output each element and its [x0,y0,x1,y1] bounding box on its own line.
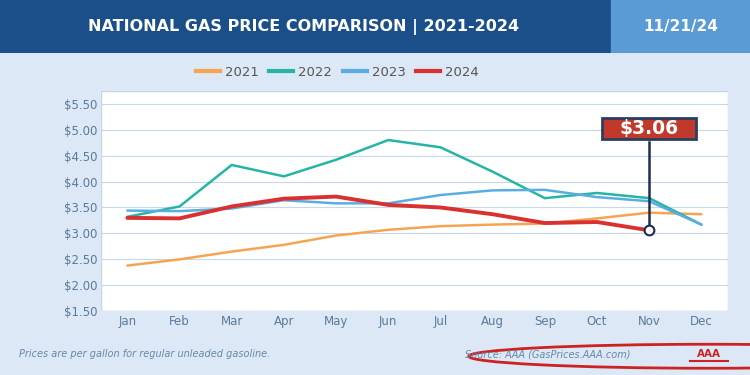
Text: NATIONAL GAS PRICE COMPARISON | 2021-2024: NATIONAL GAS PRICE COMPARISON | 2021-202… [88,19,519,34]
Text: Prices are per gallon for regular unleaded gasoline.: Prices are per gallon for regular unlead… [19,350,270,359]
Bar [0,0,611,53]
FancyBboxPatch shape [602,118,696,139]
Legend: 2021, 2022, 2023, 2024: 2021, 2022, 2023, 2024 [190,60,484,84]
Text: $3.06: $3.06 [620,119,679,138]
Text: Source: AAA (GasPrices.AAA.com): Source: AAA (GasPrices.AAA.com) [465,350,631,359]
Text: 11/21/24: 11/21/24 [644,19,718,34]
Bar [101,91,728,311]
Bar [611,0,750,53]
Text: AAA: AAA [697,350,721,359]
